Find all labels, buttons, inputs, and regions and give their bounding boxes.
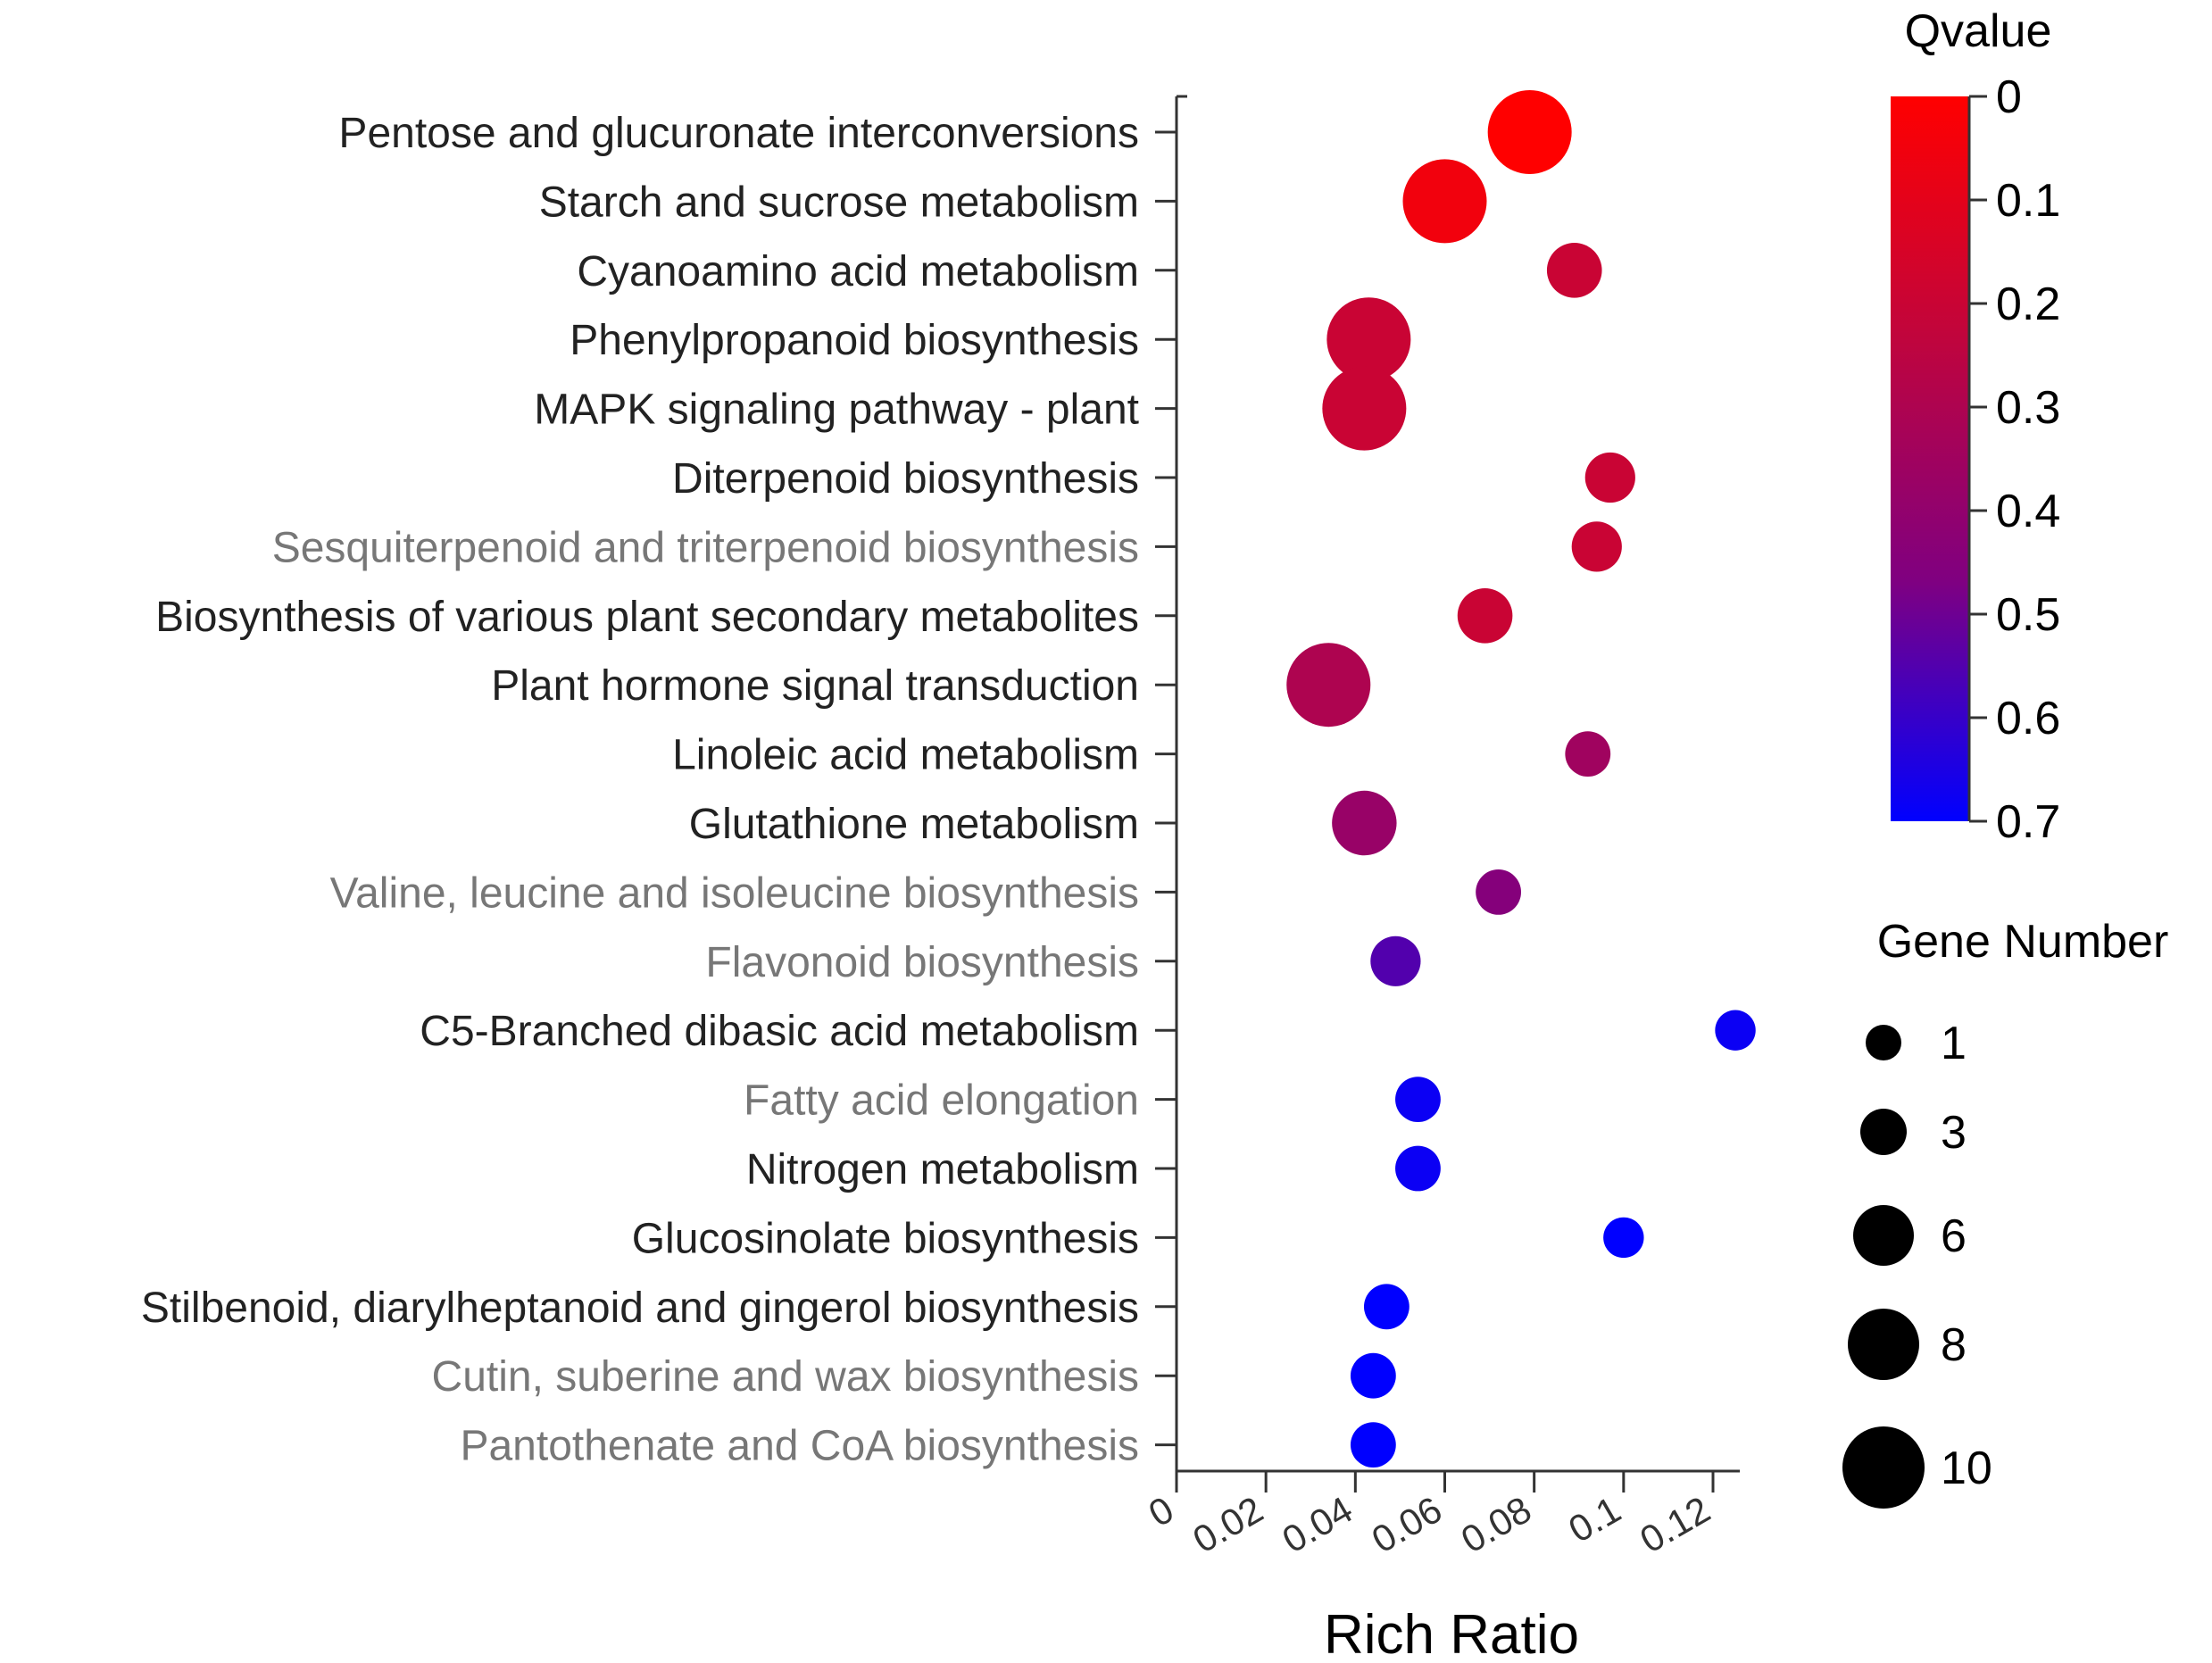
category-label: C5-Branched dibasic acid metabolism xyxy=(420,1008,1139,1055)
x-tick-label: 0.04 xyxy=(1276,1488,1360,1561)
bubble xyxy=(1395,1077,1441,1122)
x-tick-label: 0.08 xyxy=(1454,1488,1538,1561)
category-label: Cyanoamino acid metabolism xyxy=(577,248,1139,295)
category-label: Biosynthesis of various plant secondary … xyxy=(155,594,1139,641)
bubble xyxy=(1715,1010,1756,1051)
gene-number-legend-label: 8 xyxy=(1941,1319,1967,1371)
qvalue-tick-label: 0.3 xyxy=(1996,382,2060,434)
qvalue-tick-label: 0.4 xyxy=(1996,486,2060,537)
category-label: Pantothenate and CoA biosynthesis xyxy=(460,1423,1139,1470)
x-tick-label: 0.1 xyxy=(1561,1488,1627,1551)
bubble xyxy=(1286,643,1371,728)
qvalue-tick-label: 0.6 xyxy=(1996,693,2060,744)
bubble xyxy=(1370,935,1421,986)
bubble xyxy=(1322,366,1407,451)
bubble xyxy=(1584,452,1635,503)
gene-number-legend-label: 1 xyxy=(1941,1018,1967,1069)
category-label: Fatty acid elongation xyxy=(744,1077,1139,1125)
category-label: Flavonoid biosynthesis xyxy=(705,939,1139,986)
qvalue-tick-label: 0.2 xyxy=(1996,279,2060,330)
x-tick-label: 0.02 xyxy=(1185,1488,1269,1561)
qvalue-tick-label: 0 xyxy=(1996,71,2022,123)
bubble xyxy=(1402,159,1487,244)
gene-number-legend-circle xyxy=(1860,1109,1907,1155)
gene-number-legend-circle xyxy=(1866,1025,1901,1060)
bubble xyxy=(1487,90,1572,174)
y-axis: Pentose and glucuronate interconversions… xyxy=(141,95,1187,1471)
x-tick-label: 0.06 xyxy=(1365,1488,1449,1561)
category-label: MAPK signaling pathway - plant xyxy=(534,387,1139,434)
x-axis-title: Rich Ratio xyxy=(1324,1604,1579,1663)
qvalue-legend-title: Qvalue xyxy=(1905,5,2052,57)
category-label: Nitrogen metabolism xyxy=(746,1146,1139,1193)
bubble xyxy=(1350,1422,1396,1468)
category-label: Stilbenoid, diarylheptanoid and gingerol… xyxy=(141,1285,1139,1332)
gene-number-legend-label: 3 xyxy=(1941,1107,1967,1159)
x-tick-label: 0.12 xyxy=(1633,1488,1717,1561)
qvalue-tick-label: 0.1 xyxy=(1996,175,2060,227)
gene-number-legend-title: Gene Number xyxy=(1877,916,2169,968)
category-label: Pentose and glucuronate interconversions xyxy=(338,110,1139,157)
category-label: Phenylpropanoid biosynthesis xyxy=(570,317,1139,364)
x-tick-label: 0 xyxy=(1142,1488,1181,1534)
gene-number-legend: Gene Number 1 3 6 8 10 xyxy=(1842,916,2168,1509)
bubble xyxy=(1476,869,1521,915)
category-label: Valine, leucine and isoleucine biosynthe… xyxy=(330,869,1139,917)
bubble xyxy=(1395,1145,1441,1192)
bubbles-group xyxy=(1286,90,1756,1468)
qvalue-color-bar xyxy=(1891,96,1969,821)
gene-number-legend-circle xyxy=(1853,1205,1914,1266)
category-label: Cutin, suberine and wax biosynthesis xyxy=(432,1353,1139,1401)
bubble xyxy=(1332,790,1397,856)
qvalue-tick-label: 0.5 xyxy=(1996,589,2060,641)
category-label: Diterpenoid biosynthesis xyxy=(672,455,1139,503)
bubble xyxy=(1546,243,1602,298)
qvalue-tick-label: 0.7 xyxy=(1996,796,2060,848)
gene-number-legend-label: 6 xyxy=(1941,1210,1967,1262)
bubble xyxy=(1571,521,1622,572)
bubble xyxy=(1350,1352,1396,1399)
category-label: Glutathione metabolism xyxy=(689,801,1139,848)
category-label: Plant hormone signal transduction xyxy=(491,662,1139,710)
bubble xyxy=(1363,1284,1410,1330)
qvalue-legend: Qvalue 0 0.1 0.2 0.3 0.4 0.5 0.6 0.7 xyxy=(1891,5,2060,848)
category-label: Linoleic acid metabolism xyxy=(672,732,1139,779)
gene-number-legend-circle xyxy=(1848,1309,1919,1380)
gene-number-legend-circle xyxy=(1842,1426,1925,1509)
x-axis: 0 0.02 0.04 0.06 0.08 0.1 0.12 xyxy=(1142,1469,1741,1561)
category-label: Starch and sucrose metabolism xyxy=(539,179,1139,226)
bubble xyxy=(1603,1217,1644,1259)
bubble xyxy=(1457,588,1513,644)
gene-number-legend-label: 10 xyxy=(1941,1443,1992,1494)
bubble xyxy=(1326,297,1411,382)
bubble xyxy=(1565,731,1611,777)
category-label: Sesquiterpenoid and triterpenoid biosynt… xyxy=(272,524,1139,571)
category-label: Glucosinolate biosynthesis xyxy=(632,1215,1139,1262)
